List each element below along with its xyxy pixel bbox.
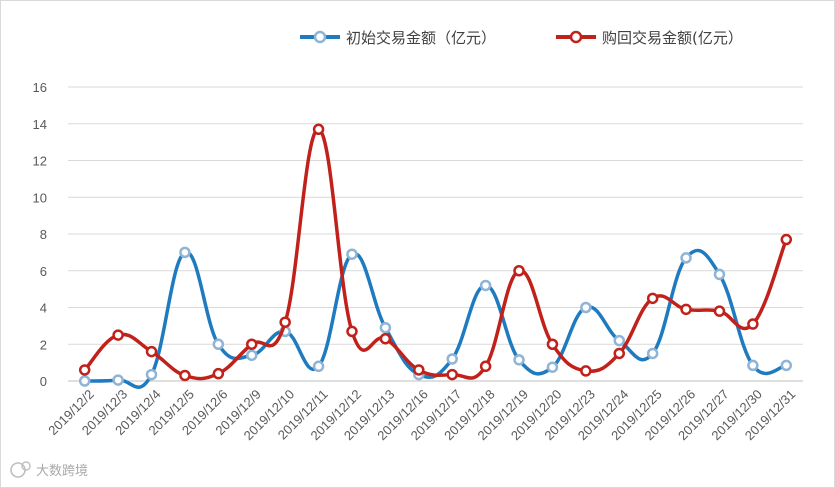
data-point-repurchase xyxy=(780,233,793,246)
legend-marker-repurchase xyxy=(569,30,583,44)
brand-logo-icon xyxy=(10,461,31,478)
y-tick-label: 2 xyxy=(40,337,47,352)
data-point-initial xyxy=(713,268,726,281)
data-point-repurchase xyxy=(379,332,392,345)
y-tick-label: 14 xyxy=(33,117,47,132)
data-point-initial xyxy=(680,252,692,264)
data-point-initial xyxy=(246,349,258,362)
y-tick-label: 0 xyxy=(40,374,47,389)
data-point-initial xyxy=(546,361,559,373)
data-point-initial xyxy=(179,246,191,259)
y-tick-label: 10 xyxy=(33,190,47,205)
data-point-repurchase xyxy=(346,325,358,338)
series-initial xyxy=(78,246,793,389)
data-point-repurchase xyxy=(112,329,124,341)
data-point-repurchase xyxy=(680,303,692,316)
y-tick-label: 16 xyxy=(33,80,47,95)
data-point-repurchase xyxy=(312,123,325,136)
legend-item-initial: 初始交易金额（亿元） xyxy=(300,29,496,47)
data-point-repurchase xyxy=(546,338,559,350)
data-point-repurchase xyxy=(580,365,592,377)
data-point-repurchase xyxy=(747,318,759,330)
data-point-initial xyxy=(646,347,659,360)
data-point-initial xyxy=(312,360,325,373)
data-point-initial xyxy=(613,334,625,347)
data-point-repurchase xyxy=(246,338,258,350)
series-repurchase xyxy=(78,123,793,382)
y-tick-label: 12 xyxy=(33,154,47,169)
gridlines xyxy=(68,86,803,382)
y-tick-label: 6 xyxy=(40,264,47,279)
y-axis: 0 2 4 6 8 10 12 14 16 xyxy=(33,80,47,389)
data-point-repurchase xyxy=(78,364,91,376)
data-point-repurchase xyxy=(179,369,191,382)
data-point-repurchase xyxy=(713,305,726,317)
watermark: 大数跨境 xyxy=(10,461,88,479)
data-point-initial xyxy=(446,353,458,365)
data-point-repurchase xyxy=(646,292,659,305)
watermark-text: 大数跨境 xyxy=(36,464,88,479)
data-point-initial xyxy=(112,374,124,386)
data-point-initial xyxy=(580,301,592,314)
series-layer xyxy=(78,123,793,389)
legend: 初始交易金额（亿元） 购回交易金额(亿元） xyxy=(300,29,743,47)
legend-label-initial: 初始交易金额（亿元） xyxy=(346,29,496,47)
data-point-initial xyxy=(747,359,759,372)
data-point-initial xyxy=(78,375,91,387)
data-point-repurchase xyxy=(513,265,525,277)
data-point-repurchase xyxy=(279,316,291,328)
data-point-initial xyxy=(145,368,158,381)
data-point-initial xyxy=(379,321,392,334)
data-point-repurchase xyxy=(479,360,492,373)
data-point-repurchase xyxy=(413,364,425,376)
data-point-repurchase xyxy=(212,367,225,380)
legend-item-repurchase: 购回交易金额(亿元） xyxy=(556,29,743,47)
data-point-initial xyxy=(479,279,492,292)
data-point-initial xyxy=(780,359,793,372)
data-point-repurchase xyxy=(145,345,158,358)
legend-marker-initial xyxy=(313,30,327,44)
data-point-initial xyxy=(212,338,225,350)
x-axis: 2019/12/22019/12/32019/12/42019/12/52019… xyxy=(45,387,798,444)
y-tick-label: 8 xyxy=(40,227,47,242)
data-point-initial xyxy=(346,248,358,260)
data-point-initial xyxy=(513,354,525,366)
data-point-repurchase xyxy=(446,368,458,381)
data-point-repurchase xyxy=(613,347,625,360)
legend-label-repurchase: 购回交易金额(亿元） xyxy=(602,29,743,47)
y-tick-label: 4 xyxy=(40,301,47,316)
